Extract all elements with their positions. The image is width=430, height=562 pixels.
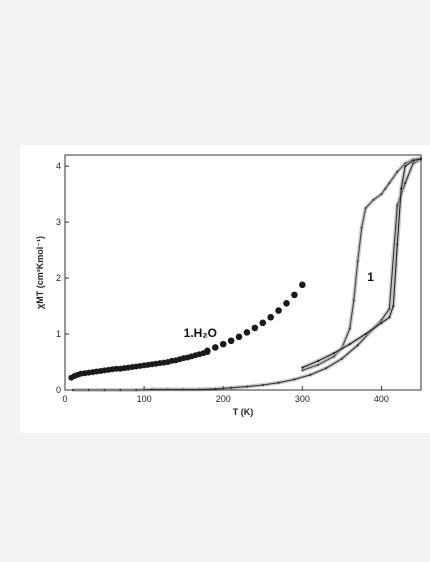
data-point	[293, 378, 296, 381]
y-tick-label: 3	[56, 217, 61, 227]
annotation-layer: 1.H₂O 1	[184, 270, 375, 340]
data-point	[324, 367, 328, 370]
data-point	[309, 373, 312, 376]
data-point	[388, 307, 391, 310]
data-point	[384, 187, 387, 190]
data-point	[235, 333, 243, 341]
x-tick-label: 400	[374, 394, 389, 404]
data-point	[392, 304, 395, 308]
chart: 0 100 200 300 400 0 1 2 3 4 T (K) χMT (cm³Kmol⁻¹)…	[35, 154, 423, 417]
data-point	[204, 348, 211, 355]
data-point	[317, 359, 320, 363]
data-point	[332, 351, 336, 355]
y-axis-label: χMT (cm³Kmol⁻¹)	[35, 236, 45, 309]
y-tick-label: 4	[56, 161, 61, 171]
data-point	[388, 181, 391, 185]
data-point	[219, 340, 227, 348]
data-point	[360, 226, 363, 229]
data-point	[243, 329, 251, 336]
data-point	[404, 165, 407, 168]
x-tick-label: 100	[137, 394, 152, 404]
data-point	[340, 357, 343, 360]
data-point	[212, 344, 219, 351]
x-tick-label: 200	[216, 394, 231, 404]
data-point	[283, 299, 290, 307]
data-point	[230, 386, 233, 389]
series-hydrate-large	[204, 281, 306, 355]
series-hydrate-dense	[68, 348, 211, 381]
data-point	[380, 321, 383, 324]
data-point	[332, 355, 336, 358]
data-point	[411, 159, 415, 162]
data-point	[348, 327, 351, 330]
data-point	[396, 243, 399, 246]
data-point	[291, 291, 298, 299]
data-point	[380, 193, 383, 196]
data-point	[396, 204, 399, 207]
data-point	[214, 387, 217, 390]
ticks-layer: 0 100 200 300 400 0 1 2 3 4	[56, 161, 389, 404]
y-tick-label: 1	[56, 329, 61, 339]
series-compound-1-upper	[301, 156, 423, 370]
data-point	[299, 281, 306, 289]
data-point	[388, 316, 391, 319]
data-point	[400, 187, 403, 190]
data-point	[261, 383, 264, 387]
figure-card: 0 100 200 300 400 0 1 2 3 4 T (K) χMT (cm³Kmol⁻¹)…	[20, 145, 430, 433]
data-point	[267, 313, 274, 321]
data-point	[301, 366, 304, 369]
data-point	[356, 344, 359, 347]
data-point	[372, 198, 375, 201]
data-point	[364, 332, 367, 336]
data-point	[251, 324, 259, 332]
data-point	[404, 181, 407, 185]
x-tick-label: 300	[295, 394, 310, 404]
data-point	[227, 337, 235, 345]
data-point	[317, 363, 320, 366]
data-point	[275, 307, 282, 314]
data-point	[259, 319, 267, 327]
data-point	[348, 343, 351, 346]
data-point	[396, 170, 399, 173]
data-point	[364, 207, 367, 210]
x-axis-label: T (K)	[233, 407, 254, 417]
data-point	[356, 260, 359, 263]
x-tick-label: 0	[62, 394, 67, 404]
plot-frame	[64, 154, 422, 391]
annotation-label: 1	[367, 270, 374, 284]
data-point	[277, 381, 280, 384]
data-point	[352, 299, 355, 302]
data-point	[245, 385, 249, 388]
y-tick-label: 0	[56, 385, 61, 395]
annotation-label: 1.H₂O	[184, 326, 217, 340]
data-point	[301, 369, 304, 372]
y-tick-label: 2	[56, 273, 61, 283]
